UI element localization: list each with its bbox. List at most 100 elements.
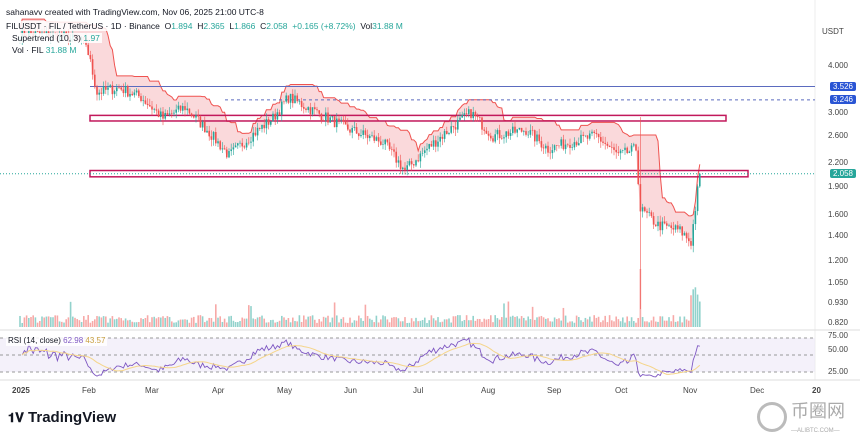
volume-bar bbox=[683, 316, 686, 327]
candle-body bbox=[562, 139, 565, 150]
candle-body bbox=[151, 106, 153, 110]
candle-body bbox=[360, 134, 362, 137]
volume-bar bbox=[67, 317, 70, 327]
candle-body bbox=[655, 224, 657, 227]
candle-body bbox=[234, 145, 237, 148]
volume-bar bbox=[646, 321, 648, 327]
candle-body bbox=[615, 149, 617, 153]
volume-bar bbox=[131, 321, 133, 327]
volume-bar bbox=[380, 319, 382, 327]
volume-bar bbox=[221, 321, 224, 327]
volume-bar bbox=[160, 317, 162, 327]
volume-bar bbox=[371, 319, 373, 327]
candle-body bbox=[109, 85, 111, 88]
candle-body bbox=[650, 212, 653, 217]
candle-body bbox=[217, 141, 219, 144]
volume-bar bbox=[76, 319, 78, 327]
candle-body bbox=[450, 126, 452, 133]
volume-bar bbox=[571, 321, 573, 327]
rsi-legend[interactable]: RSI (14, close) 62.98 43.57 bbox=[6, 336, 108, 346]
candle-body bbox=[514, 126, 516, 133]
candle-body bbox=[419, 153, 422, 162]
volume-bar bbox=[80, 321, 83, 327]
candle-body bbox=[437, 141, 439, 147]
volume-bar bbox=[344, 322, 347, 327]
volume-bar bbox=[274, 322, 276, 327]
volume-bar bbox=[325, 317, 327, 327]
volume-bar bbox=[439, 322, 441, 327]
candle-body bbox=[648, 212, 650, 213]
candle-body bbox=[318, 110, 320, 114]
volume-bar bbox=[184, 319, 186, 327]
volume-bar bbox=[250, 306, 252, 327]
candle-body bbox=[536, 134, 538, 142]
volume-bar bbox=[21, 322, 23, 327]
candle-body bbox=[105, 86, 107, 90]
candle-body bbox=[487, 133, 490, 136]
volume-bar bbox=[226, 322, 228, 327]
volume-bar bbox=[575, 315, 578, 327]
candle-body bbox=[593, 131, 595, 134]
candle-body bbox=[375, 137, 378, 141]
volume-bar bbox=[124, 318, 127, 327]
volume-bar bbox=[54, 315, 56, 327]
candle-body bbox=[397, 160, 400, 163]
volume-bar bbox=[188, 322, 191, 327]
volume-bar bbox=[223, 318, 226, 327]
volume-bar bbox=[278, 320, 281, 327]
volume-bar bbox=[591, 321, 593, 327]
brand-name: TradingView bbox=[28, 409, 117, 426]
volume-bar bbox=[287, 318, 290, 327]
volume-bar bbox=[542, 317, 545, 327]
candle-body bbox=[564, 144, 567, 150]
volume-bar bbox=[593, 315, 595, 327]
time-tick: 2025 bbox=[12, 386, 30, 395]
supertrend-legend[interactable]: Supertrend (10, 3) 1.97 bbox=[10, 33, 102, 43]
candle-body bbox=[672, 227, 675, 230]
volume-bar bbox=[197, 315, 199, 327]
candle-body bbox=[448, 132, 450, 135]
candle-body bbox=[639, 184, 642, 212]
candle-body bbox=[274, 113, 276, 120]
volume-bar bbox=[650, 320, 653, 327]
high-value: 2.365 bbox=[203, 21, 225, 31]
candle-body bbox=[617, 152, 620, 154]
candle-body bbox=[683, 233, 686, 236]
candle-body bbox=[124, 85, 127, 94]
volume-bar bbox=[406, 322, 408, 327]
volume-bar bbox=[83, 316, 85, 327]
candle-body bbox=[219, 141, 221, 150]
candle-body bbox=[542, 147, 545, 149]
symbol-name[interactable]: FILUSDT · FIL / TetherUS · 1D · Binance bbox=[6, 21, 160, 31]
volume-bar bbox=[373, 322, 375, 327]
volume-bar bbox=[657, 321, 659, 327]
candle-body bbox=[443, 131, 446, 139]
volume-bar bbox=[463, 320, 466, 327]
volume-legend[interactable]: Vol · FIL 31.88 M bbox=[10, 45, 79, 55]
candle-body bbox=[472, 112, 474, 119]
candle-body bbox=[619, 150, 622, 154]
candle-body bbox=[498, 130, 501, 139]
volume-bar bbox=[100, 317, 103, 327]
candle-body bbox=[188, 108, 191, 114]
candle-body bbox=[289, 93, 292, 103]
candle-body bbox=[674, 225, 677, 230]
volume-bar bbox=[536, 317, 538, 327]
volume-bar bbox=[523, 317, 525, 327]
chart-credit: sahanavv created with TradingView.com, N… bbox=[4, 7, 266, 17]
volume-bar bbox=[263, 318, 265, 327]
candle-body bbox=[303, 107, 305, 109]
volume-bar bbox=[32, 315, 34, 327]
volume-bar bbox=[549, 321, 551, 327]
volume-bar bbox=[333, 302, 336, 327]
candle-body bbox=[595, 133, 598, 135]
candle-body bbox=[325, 112, 327, 121]
volume-bar bbox=[338, 322, 340, 327]
volume-bar bbox=[201, 316, 204, 327]
volume-bar bbox=[595, 317, 598, 327]
volume-bar bbox=[551, 321, 554, 327]
candle-body bbox=[298, 101, 301, 102]
candle-body bbox=[470, 109, 472, 119]
candle-body bbox=[580, 134, 582, 144]
